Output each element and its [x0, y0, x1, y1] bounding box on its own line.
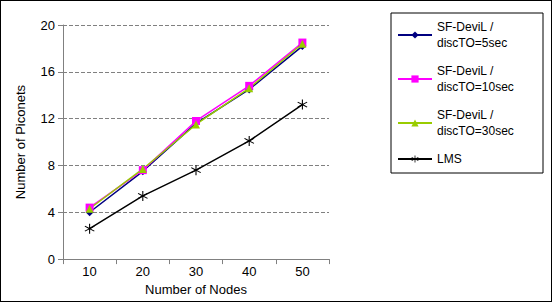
svg-text:SF-DeviL /: SF-DeviL /	[437, 64, 497, 78]
svg-text:16: 16	[41, 64, 55, 79]
svg-text:0: 0	[48, 252, 55, 267]
svg-text:discTO=30sec: discTO=30sec	[437, 124, 514, 138]
svg-text:4: 4	[48, 205, 55, 220]
svg-text:20: 20	[41, 18, 55, 33]
svg-text:Number of Piconets: Number of Piconets	[13, 84, 28, 199]
svg-text:discTO=5sec: discTO=5sec	[437, 36, 507, 50]
svg-text:SF-DeviL /: SF-DeviL /	[437, 20, 497, 34]
svg-text:discTO=10sec: discTO=10sec	[437, 80, 514, 94]
svg-text:30: 30	[189, 264, 203, 279]
svg-text:20: 20	[136, 264, 150, 279]
svg-text:Number of Nodes: Number of Nodes	[145, 282, 247, 297]
svg-text:50: 50	[295, 264, 309, 279]
svg-text:40: 40	[242, 264, 256, 279]
svg-text:SF-DeviL /: SF-DeviL /	[437, 108, 497, 122]
svg-text:10: 10	[82, 264, 96, 279]
svg-text:LMS: LMS	[437, 152, 462, 166]
svg-text:12: 12	[41, 111, 55, 126]
svg-text:8: 8	[48, 158, 55, 173]
